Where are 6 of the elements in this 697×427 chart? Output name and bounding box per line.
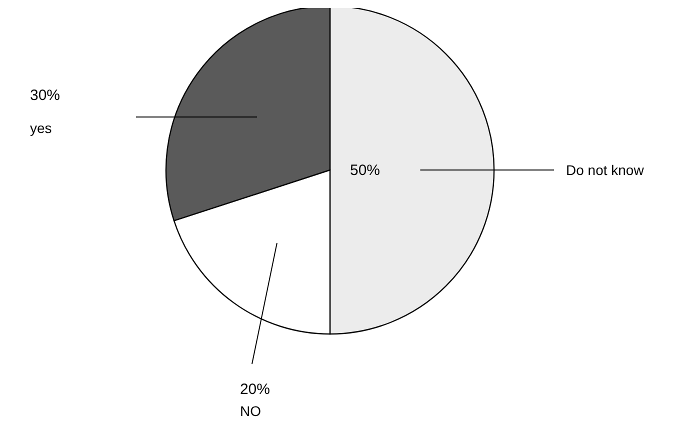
slice-label: Do not know	[566, 162, 645, 178]
slice-label: yes	[30, 120, 52, 136]
data-label: 20%	[240, 381, 270, 398]
data-label: 30%	[30, 86, 60, 104]
data-label: 50%	[350, 162, 380, 179]
slice-label: NO	[240, 403, 262, 419]
